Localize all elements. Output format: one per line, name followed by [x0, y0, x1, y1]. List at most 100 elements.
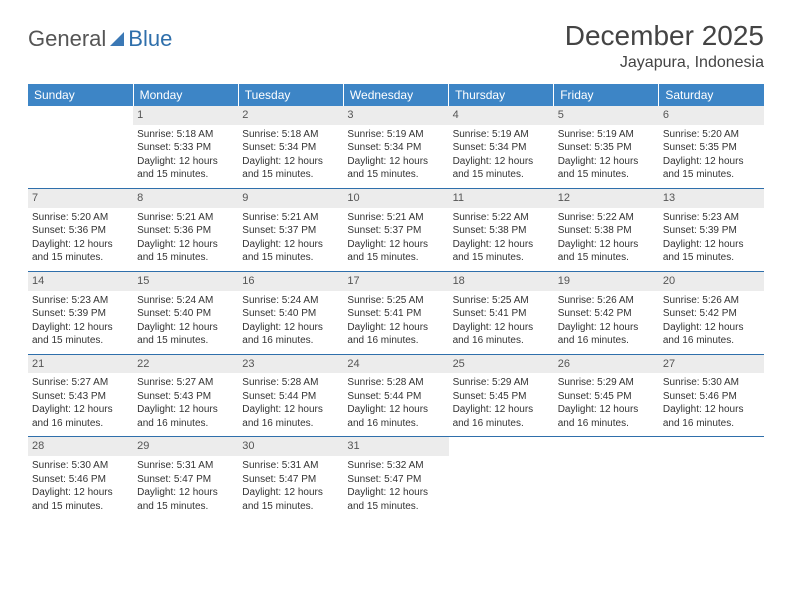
day-header-row: Sunday Monday Tuesday Wednesday Thursday…	[28, 84, 764, 106]
sunset-text: Sunset: 5:47 PM	[242, 473, 339, 487]
day-number: 27	[659, 355, 764, 374]
calendar-week-row: 7Sunrise: 5:20 AMSunset: 5:36 PMDaylight…	[28, 188, 764, 271]
sunset-text: Sunset: 5:40 PM	[242, 307, 339, 321]
calendar-cell: 14Sunrise: 5:23 AMSunset: 5:39 PMDayligh…	[28, 271, 133, 354]
calendar-cell: 18Sunrise: 5:25 AMSunset: 5:41 PMDayligh…	[449, 271, 554, 354]
calendar-week-row: 21Sunrise: 5:27 AMSunset: 5:43 PMDayligh…	[28, 354, 764, 437]
daylight-text: and 15 minutes.	[453, 168, 550, 182]
daylight-text: and 16 minutes.	[32, 417, 129, 431]
title-block: December 2025 Jayapura, Indonesia	[565, 20, 764, 72]
sunset-text: Sunset: 5:46 PM	[663, 390, 760, 404]
day-number: 6	[659, 106, 764, 125]
daylight-text: Daylight: 12 hours	[453, 155, 550, 169]
calendar-cell: 2Sunrise: 5:18 AMSunset: 5:34 PMDaylight…	[238, 106, 343, 188]
day-number: 20	[659, 272, 764, 291]
daylight-text: and 16 minutes.	[663, 334, 760, 348]
calendar-cell: 10Sunrise: 5:21 AMSunset: 5:37 PMDayligh…	[343, 188, 448, 271]
day-number: 7	[28, 189, 133, 208]
daylight-text: and 16 minutes.	[137, 417, 234, 431]
sunrise-text: Sunrise: 5:19 AM	[453, 128, 550, 142]
daylight-text: Daylight: 12 hours	[663, 403, 760, 417]
sunrise-text: Sunrise: 5:31 AM	[137, 459, 234, 473]
day-number: 23	[238, 355, 343, 374]
daylight-text: Daylight: 12 hours	[558, 238, 655, 252]
daylight-text: Daylight: 12 hours	[663, 155, 760, 169]
daylight-text: and 15 minutes.	[663, 168, 760, 182]
sunset-text: Sunset: 5:36 PM	[137, 224, 234, 238]
day-number: 22	[133, 355, 238, 374]
daylight-text: Daylight: 12 hours	[347, 321, 444, 335]
sunset-text: Sunset: 5:46 PM	[32, 473, 129, 487]
day-number: 31	[343, 437, 448, 456]
sunset-text: Sunset: 5:37 PM	[347, 224, 444, 238]
daylight-text: Daylight: 12 hours	[242, 155, 339, 169]
sunrise-text: Sunrise: 5:28 AM	[242, 376, 339, 390]
day-number: 3	[343, 106, 448, 125]
calendar-cell: 4Sunrise: 5:19 AMSunset: 5:34 PMDaylight…	[449, 106, 554, 188]
calendar-week-row: 28Sunrise: 5:30 AMSunset: 5:46 PMDayligh…	[28, 437, 764, 519]
daylight-text: Daylight: 12 hours	[242, 486, 339, 500]
calendar-cell: 22Sunrise: 5:27 AMSunset: 5:43 PMDayligh…	[133, 354, 238, 437]
calendar-cell: 30Sunrise: 5:31 AMSunset: 5:47 PMDayligh…	[238, 437, 343, 519]
sunset-text: Sunset: 5:37 PM	[242, 224, 339, 238]
month-title: December 2025	[565, 20, 764, 52]
daylight-text: and 16 minutes.	[558, 334, 655, 348]
day-number: 5	[554, 106, 659, 125]
daylight-text: and 15 minutes.	[242, 251, 339, 265]
daylight-text: Daylight: 12 hours	[663, 321, 760, 335]
day-number: 29	[133, 437, 238, 456]
sunset-text: Sunset: 5:38 PM	[453, 224, 550, 238]
daylight-text: and 16 minutes.	[453, 417, 550, 431]
day-number: 13	[659, 189, 764, 208]
daylight-text: and 15 minutes.	[347, 168, 444, 182]
sunrise-text: Sunrise: 5:22 AM	[453, 211, 550, 225]
daylight-text: Daylight: 12 hours	[137, 238, 234, 252]
sunset-text: Sunset: 5:34 PM	[242, 141, 339, 155]
daylight-text: and 15 minutes.	[32, 251, 129, 265]
sunrise-text: Sunrise: 5:32 AM	[347, 459, 444, 473]
sunrise-text: Sunrise: 5:20 AM	[32, 211, 129, 225]
sunset-text: Sunset: 5:35 PM	[558, 141, 655, 155]
sunrise-text: Sunrise: 5:30 AM	[32, 459, 129, 473]
day-header: Wednesday	[343, 84, 448, 106]
daylight-text: and 16 minutes.	[663, 417, 760, 431]
day-number: 9	[238, 189, 343, 208]
daylight-text: Daylight: 12 hours	[32, 403, 129, 417]
calendar-cell: 28Sunrise: 5:30 AMSunset: 5:46 PMDayligh…	[28, 437, 133, 519]
calendar-cell	[28, 106, 133, 188]
calendar-cell	[554, 437, 659, 519]
brand-left: General	[28, 26, 106, 52]
calendar-cell: 16Sunrise: 5:24 AMSunset: 5:40 PMDayligh…	[238, 271, 343, 354]
daylight-text: Daylight: 12 hours	[32, 486, 129, 500]
day-number: 12	[554, 189, 659, 208]
day-number: 14	[28, 272, 133, 291]
daylight-text: Daylight: 12 hours	[347, 403, 444, 417]
calendar-week-row: 14Sunrise: 5:23 AMSunset: 5:39 PMDayligh…	[28, 271, 764, 354]
calendar-cell: 19Sunrise: 5:26 AMSunset: 5:42 PMDayligh…	[554, 271, 659, 354]
day-number: 8	[133, 189, 238, 208]
calendar-cell: 8Sunrise: 5:21 AMSunset: 5:36 PMDaylight…	[133, 188, 238, 271]
day-number: 4	[449, 106, 554, 125]
sunrise-text: Sunrise: 5:21 AM	[347, 211, 444, 225]
daylight-text: and 15 minutes.	[558, 251, 655, 265]
sunrise-text: Sunrise: 5:24 AM	[242, 294, 339, 308]
brand-logo: General Blue	[28, 26, 172, 52]
sunrise-text: Sunrise: 5:29 AM	[453, 376, 550, 390]
daylight-text: Daylight: 12 hours	[32, 238, 129, 252]
sunrise-text: Sunrise: 5:21 AM	[242, 211, 339, 225]
sunrise-text: Sunrise: 5:28 AM	[347, 376, 444, 390]
sunrise-text: Sunrise: 5:29 AM	[558, 376, 655, 390]
daylight-text: Daylight: 12 hours	[137, 155, 234, 169]
sunrise-text: Sunrise: 5:24 AM	[137, 294, 234, 308]
calendar-cell: 13Sunrise: 5:23 AMSunset: 5:39 PMDayligh…	[659, 188, 764, 271]
calendar-cell: 3Sunrise: 5:19 AMSunset: 5:34 PMDaylight…	[343, 106, 448, 188]
day-number: 24	[343, 355, 448, 374]
sunset-text: Sunset: 5:41 PM	[453, 307, 550, 321]
sunset-text: Sunset: 5:39 PM	[32, 307, 129, 321]
calendar-cell: 15Sunrise: 5:24 AMSunset: 5:40 PMDayligh…	[133, 271, 238, 354]
calendar-cell: 25Sunrise: 5:29 AMSunset: 5:45 PMDayligh…	[449, 354, 554, 437]
calendar-cell: 21Sunrise: 5:27 AMSunset: 5:43 PMDayligh…	[28, 354, 133, 437]
day-header: Saturday	[659, 84, 764, 106]
calendar-cell: 17Sunrise: 5:25 AMSunset: 5:41 PMDayligh…	[343, 271, 448, 354]
sunset-text: Sunset: 5:34 PM	[347, 141, 444, 155]
